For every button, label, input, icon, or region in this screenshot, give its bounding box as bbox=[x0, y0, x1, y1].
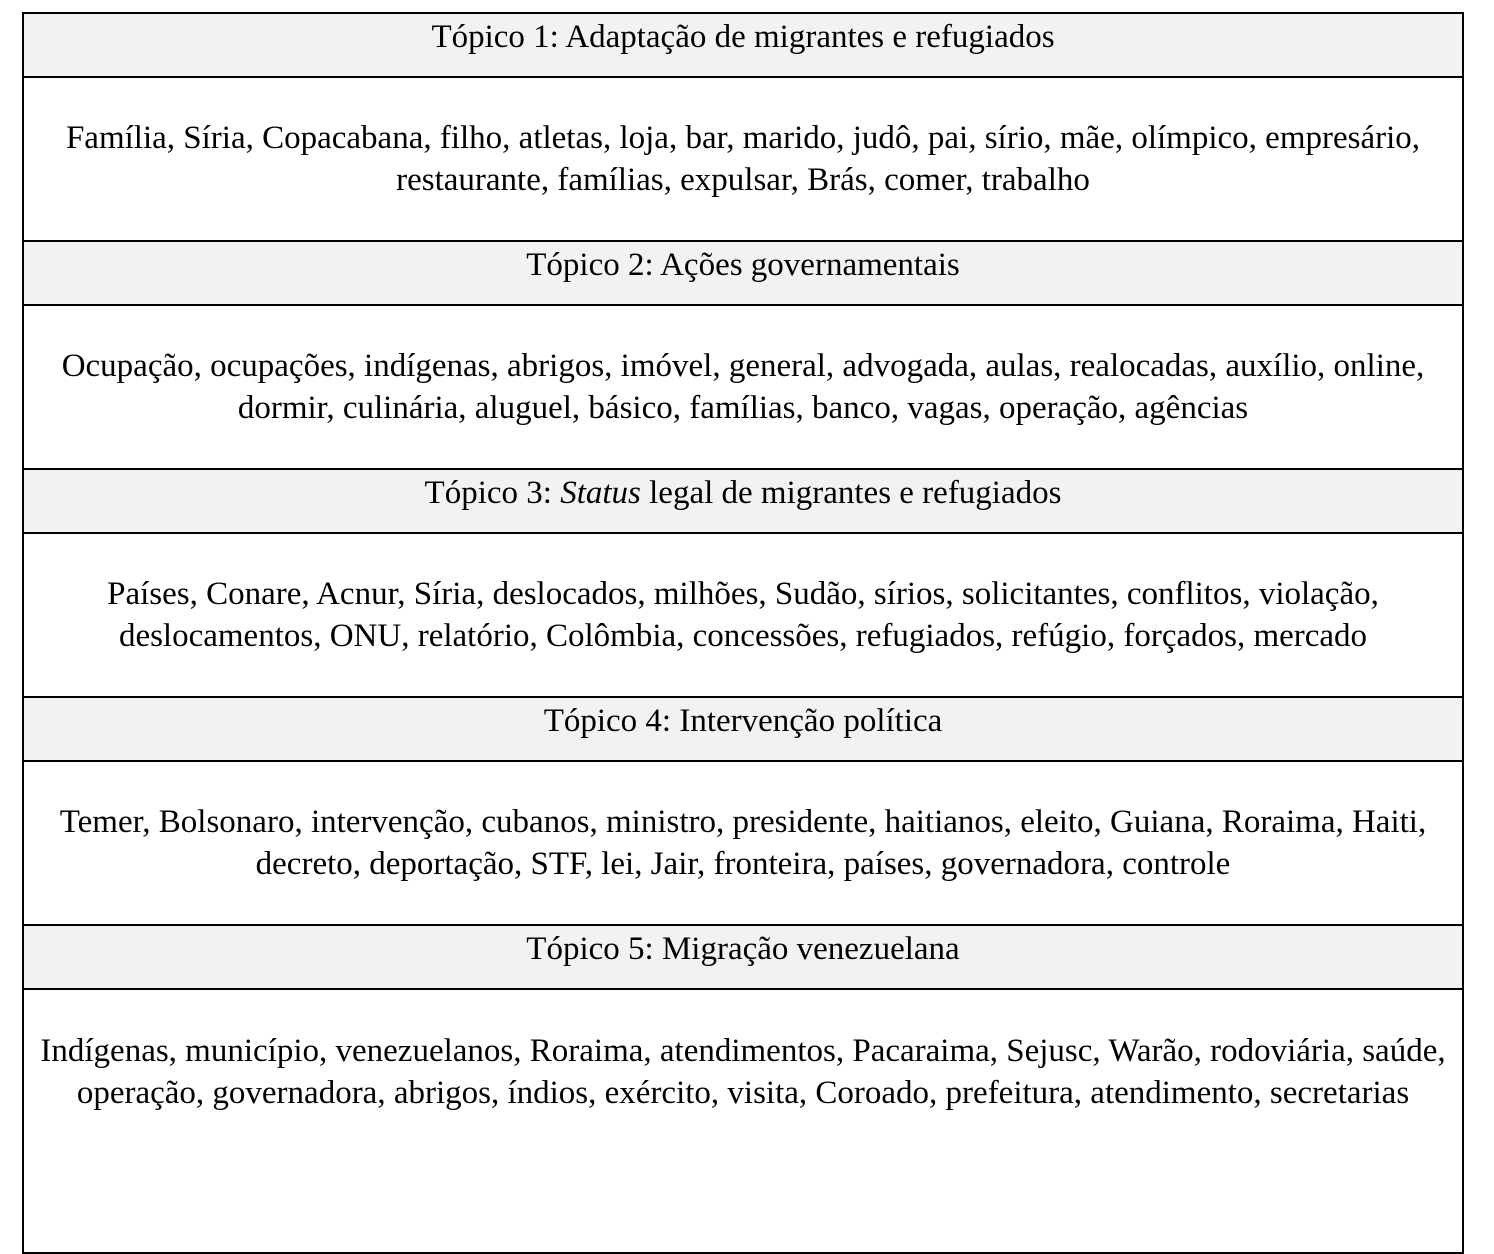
topic-4-words-row: Temer, Bolsonaro, intervenção, cubanos, … bbox=[22, 760, 1464, 926]
topic-2-title: Tópico 2: Ações governamentais bbox=[22, 240, 1464, 306]
topic-5-words-row: Indígenas, município, venezuelanos, Rora… bbox=[22, 988, 1464, 1254]
topic-2-words: Ocupação, ocupações, indígenas, abrigos,… bbox=[22, 304, 1464, 470]
topic-3-title-emphasis: Status bbox=[560, 475, 641, 511]
topic-3-words: Países, Conare, Acnur, Síria, deslocados… bbox=[22, 532, 1464, 698]
topic-5-header-row: Tópico 5: Migração venezuelana bbox=[22, 924, 1464, 990]
topic-4-title: Tópico 4: Intervenção política bbox=[22, 696, 1464, 762]
topics-table: Tópico 1: Adaptação de migrantes e refug… bbox=[22, 12, 1464, 1254]
topic-5-title: Tópico 5: Migração venezuelana bbox=[22, 924, 1464, 990]
topic-1-title: Tópico 1: Adaptação de migrantes e refug… bbox=[22, 12, 1464, 78]
topic-3-words-row: Países, Conare, Acnur, Síria, deslocados… bbox=[22, 532, 1464, 698]
topic-4-header-row: Tópico 4: Intervenção política bbox=[22, 696, 1464, 762]
topic-1-words-row: Família, Síria, Copacabana, filho, atlet… bbox=[22, 76, 1464, 242]
topic-1-header-row: Tópico 1: Adaptação de migrantes e refug… bbox=[22, 12, 1464, 78]
topic-3-title-prefix: Tópico 3: bbox=[424, 475, 561, 511]
topic-3-title: Tópico 3: Status legal de migrantes e re… bbox=[22, 468, 1464, 534]
topic-2-header-row: Tópico 2: Ações governamentais bbox=[22, 240, 1464, 306]
topic-3-title-suffix: legal de migrantes e refugiados bbox=[640, 475, 1062, 511]
topic-4-words: Temer, Bolsonaro, intervenção, cubanos, … bbox=[22, 760, 1464, 926]
topic-2-words-row: Ocupação, ocupações, indígenas, abrigos,… bbox=[22, 304, 1464, 470]
topic-5-words: Indígenas, município, venezuelanos, Rora… bbox=[22, 988, 1464, 1254]
topic-1-words: Família, Síria, Copacabana, filho, atlet… bbox=[22, 76, 1464, 242]
topic-3-header-row: Tópico 3: Status legal de migrantes e re… bbox=[22, 468, 1464, 534]
